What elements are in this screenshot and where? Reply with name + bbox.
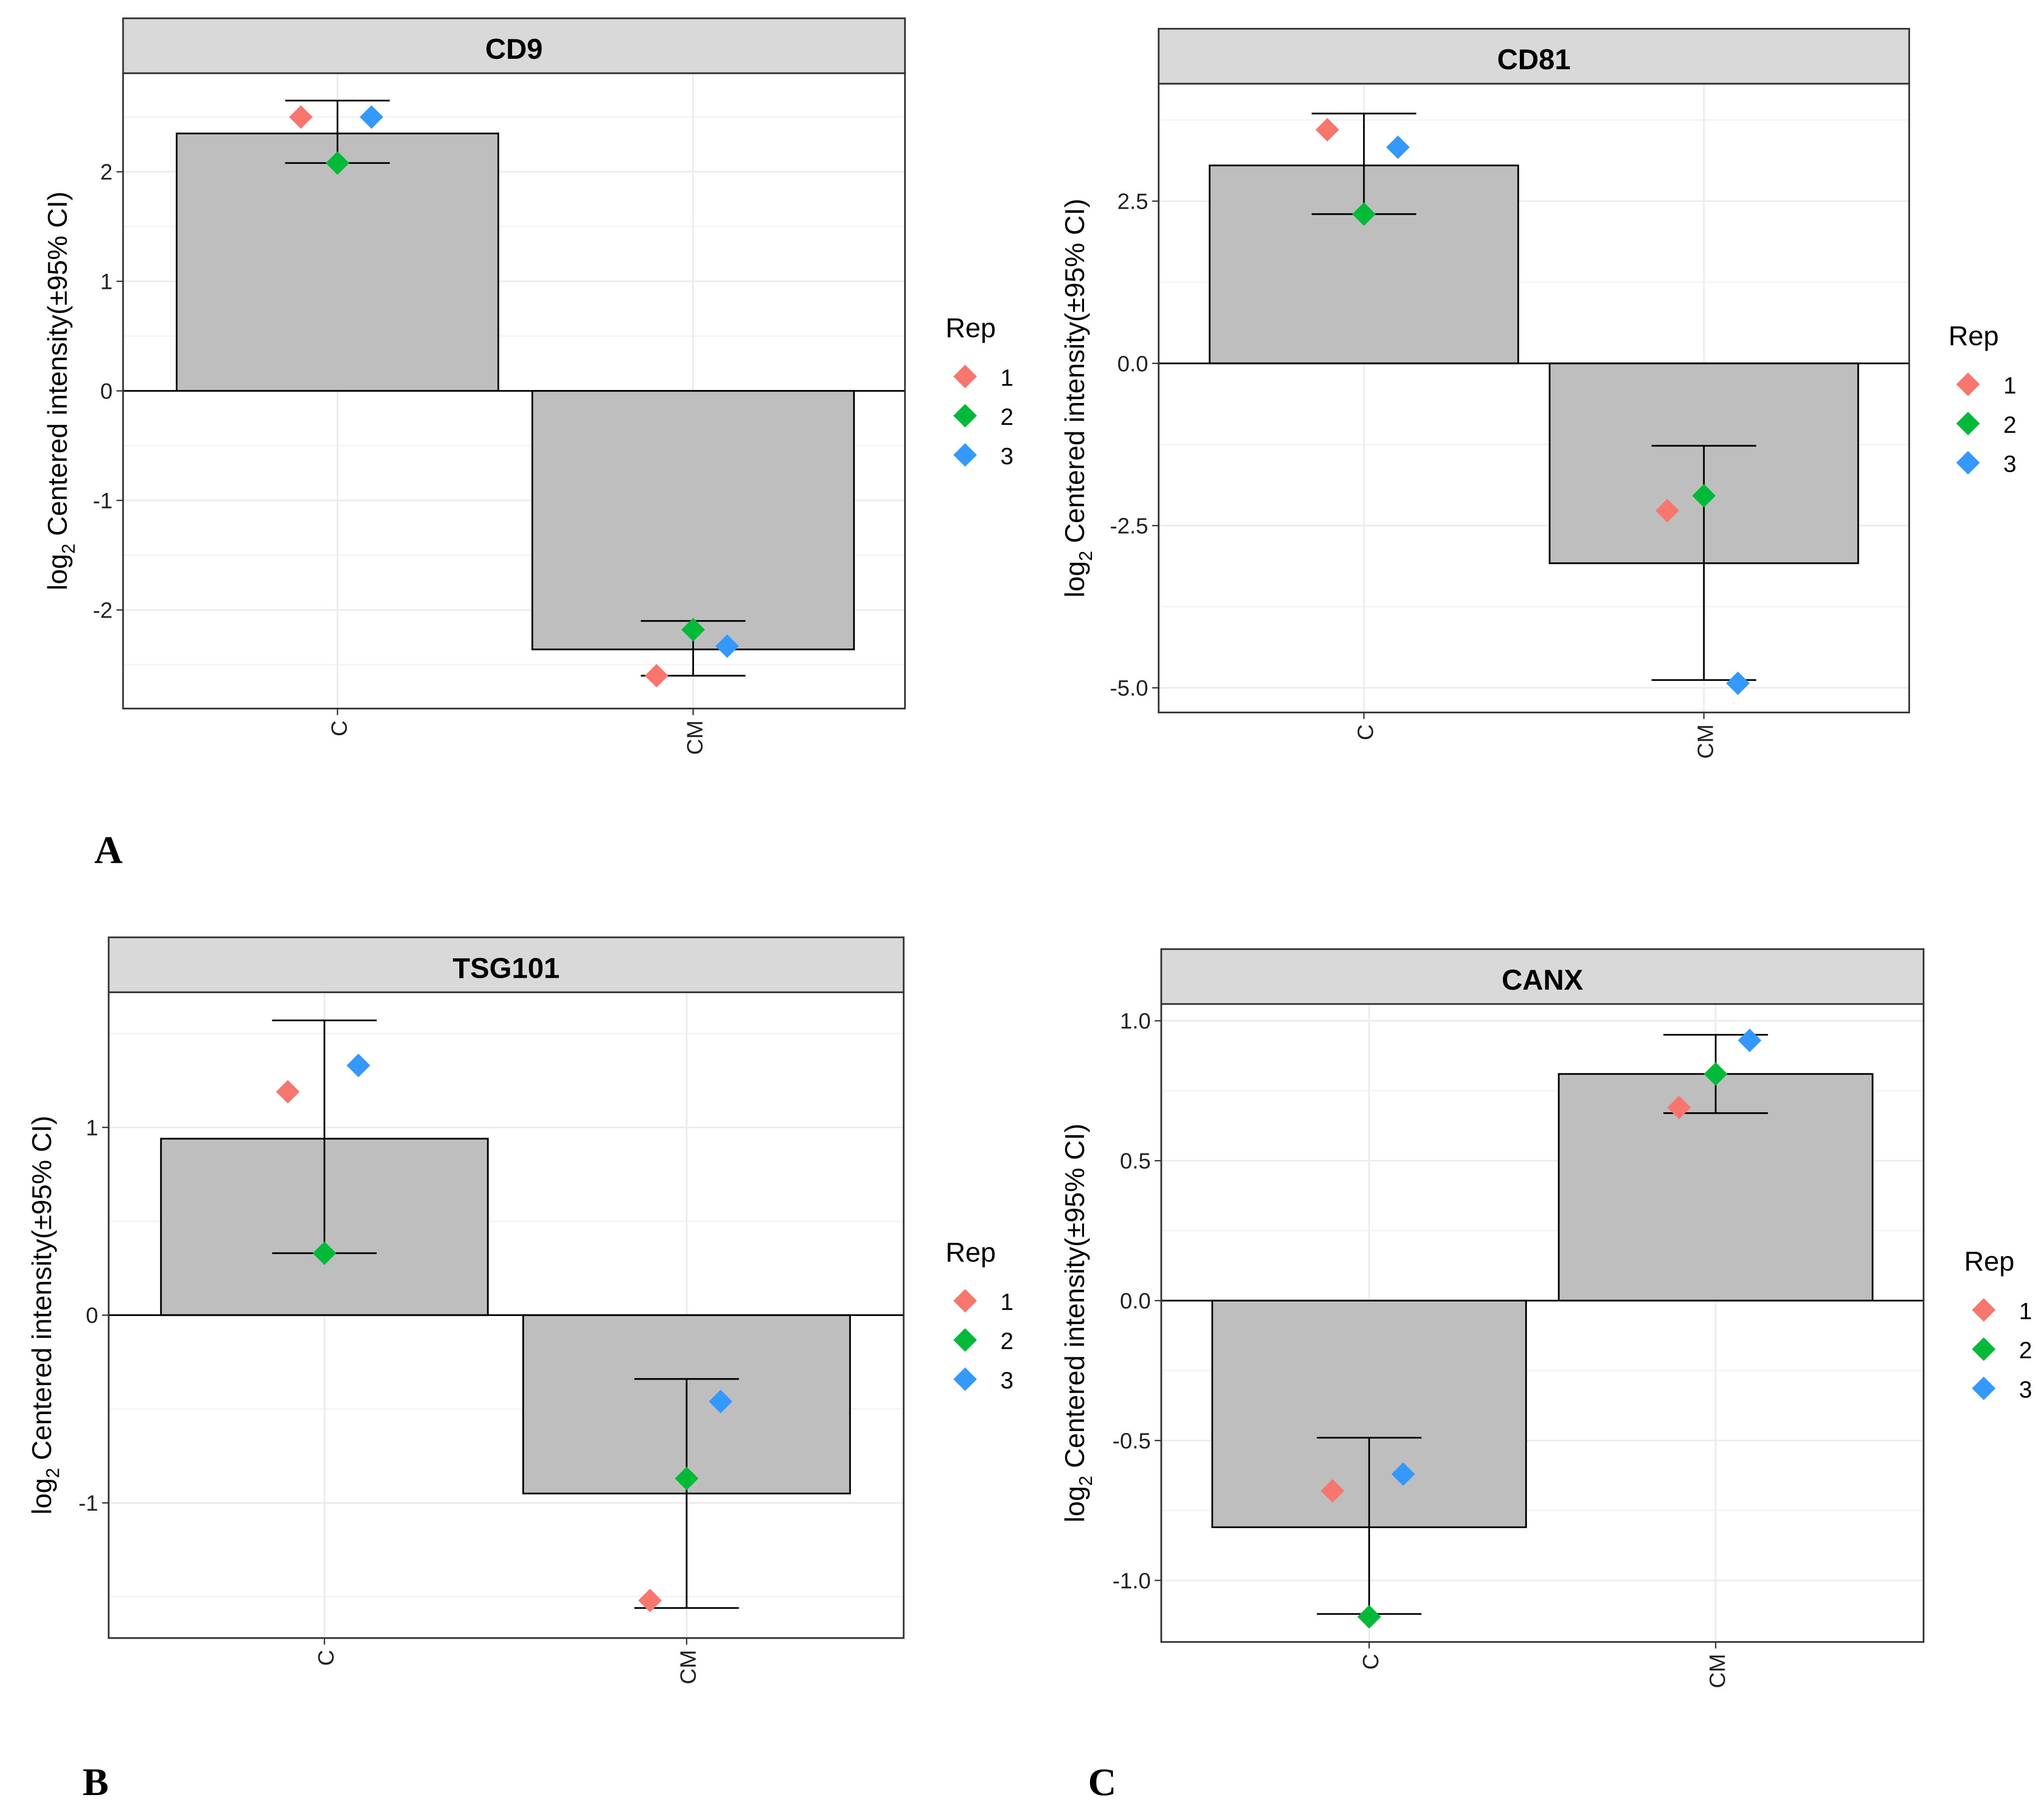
point-rep3 <box>1391 1462 1415 1486</box>
legend-title: Rep <box>1948 320 1999 351</box>
panel-label-c: C <box>1088 1761 1116 1804</box>
legend-label: 3 <box>2019 1377 2032 1403</box>
facet-title: CD9 <box>485 33 543 65</box>
legend-label: 2 <box>1000 1328 1013 1355</box>
point-rep3 <box>708 1390 733 1414</box>
legend-key-rep2 <box>1956 411 1980 436</box>
legend-label: 2 <box>1000 404 1013 430</box>
legend-label: 2 <box>2003 412 2016 438</box>
legend-key-rep2 <box>1972 1337 1996 1361</box>
legend-label: 3 <box>1000 1367 1013 1394</box>
y-tick-label: -1 <box>93 489 113 513</box>
facet-title: CD81 <box>1497 44 1571 76</box>
point-rep2 <box>1352 202 1376 226</box>
y-axis-label: log2 Centered intensity(±95% CI) <box>26 1116 63 1515</box>
legend-key-rep3 <box>1972 1376 1996 1401</box>
facet-title: CANX <box>1501 964 1583 996</box>
legend-label: 1 <box>2003 373 2016 399</box>
legend-key-rep3 <box>1956 451 1980 475</box>
point-rep2 <box>1357 1605 1381 1629</box>
legend-key-rep1 <box>1972 1298 1996 1322</box>
point-rep2 <box>681 618 705 642</box>
y-tick-label: -1.0 <box>1112 1569 1151 1593</box>
y-tick-label: 0.5 <box>1120 1149 1151 1173</box>
point-rep2 <box>675 1466 698 1491</box>
legend-key-rep2 <box>953 404 977 428</box>
x-tick-label: C <box>314 1650 339 1666</box>
facet-strip <box>122 17 906 74</box>
point-rep3 <box>346 1053 371 1077</box>
panel-cd81: CD81 -5.0 -2.5 0.0 2.5 C CM log2 Centered inten… <box>1059 28 2017 759</box>
point-rep3 <box>715 634 739 658</box>
legend-label: 1 <box>2019 1298 2032 1324</box>
x-tick-label: CM <box>677 1650 701 1684</box>
point-rep3 <box>1386 135 1410 159</box>
legend-key-rep2 <box>953 1328 977 1352</box>
y-tick-label: 1 <box>100 270 113 294</box>
point-rep3 <box>1726 671 1750 695</box>
legend-label: 3 <box>1000 443 1013 470</box>
point-rep1 <box>645 664 669 688</box>
facet-strip <box>108 936 905 993</box>
point-rep2 <box>1704 1062 1728 1086</box>
y-tick-label: -5.0 <box>1110 676 1148 701</box>
legend-title: Rep <box>946 1237 996 1268</box>
point-rep2 <box>312 1241 336 1265</box>
panel-canx: CANX -1.0 -0.5 0.0 0.5 1.0 C CM log2 Centered in… <box>1059 948 2032 1688</box>
x-tick-label: C <box>1359 1654 1383 1670</box>
point-rep1 <box>638 1588 662 1613</box>
panel-label-b: B <box>83 1761 109 1804</box>
x-tick-label: CM <box>683 720 707 755</box>
legend-key-rep3 <box>953 443 977 467</box>
x-tick-label: C <box>1354 724 1378 740</box>
point-rep2 <box>1692 484 1716 508</box>
y-tick-label: -2 <box>93 598 113 623</box>
facet-strip <box>1158 28 1910 85</box>
point-rep2 <box>325 151 350 175</box>
y-axis-label: log2 Centered intensity(±95% CI) <box>1059 1124 1096 1523</box>
bar-cm <box>531 390 855 650</box>
x-tick-label: C <box>327 720 352 736</box>
panel-label-a: A <box>94 828 123 872</box>
x-tick-label: CM <box>1694 724 1718 759</box>
point-rep1 <box>1655 499 1679 522</box>
point-rep1 <box>289 105 313 129</box>
point-rep1 <box>1321 1479 1345 1503</box>
facet-title: TSG101 <box>453 952 560 984</box>
y-tick-label: 0.0 <box>1117 352 1148 376</box>
point-rep3 <box>360 105 384 129</box>
bar-c <box>175 132 500 392</box>
y-tick-label: -0.5 <box>1112 1429 1151 1453</box>
point-rep1 <box>1315 118 1339 142</box>
legend-label: 2 <box>2019 1337 2032 1364</box>
panel-cd9: CD9 -2 -1 0 1 2 C CM log2 Centered intensity(±95… <box>42 17 1013 755</box>
point-rep3 <box>1738 1029 1762 1052</box>
y-axis-label: log2 Centered intensity(±95% CI) <box>42 191 79 590</box>
legend-label: 3 <box>2003 451 2016 478</box>
y-tick-label: 0.0 <box>1120 1289 1151 1313</box>
legend-key-rep1 <box>953 365 977 388</box>
y-tick-label: 2.5 <box>1117 190 1148 214</box>
y-tick-label: -1 <box>78 1491 98 1516</box>
y-tick-label: -2.5 <box>1110 514 1148 538</box>
y-tick-label: 2 <box>100 160 113 185</box>
legend-title: Rep <box>1964 1246 2015 1277</box>
y-axis-label: log2 Centered intensity(±95% CI) <box>1059 199 1096 598</box>
y-tick-label: 1.0 <box>1120 1009 1151 1033</box>
y-tick-label: 0 <box>100 380 113 404</box>
legend-key-rep1 <box>953 1289 977 1313</box>
facet-strip <box>1160 948 1924 1005</box>
point-rep1 <box>1667 1096 1691 1120</box>
x-tick-label: CM <box>1705 1654 1730 1688</box>
legend-title: Rep <box>946 312 996 343</box>
y-tick-label: 1 <box>86 1116 98 1140</box>
y-tick-label: 0 <box>86 1303 98 1328</box>
legend-key-rep1 <box>1956 373 1980 396</box>
point-rep1 <box>276 1080 300 1104</box>
legend-label: 1 <box>1000 1289 1013 1315</box>
legend-key-rep3 <box>953 1367 977 1391</box>
legend-label: 1 <box>1000 365 1013 391</box>
panel-tsg101: TSG101 -1 0 1 C CM log2 Centered intensity(±95… <box>26 936 1013 1684</box>
